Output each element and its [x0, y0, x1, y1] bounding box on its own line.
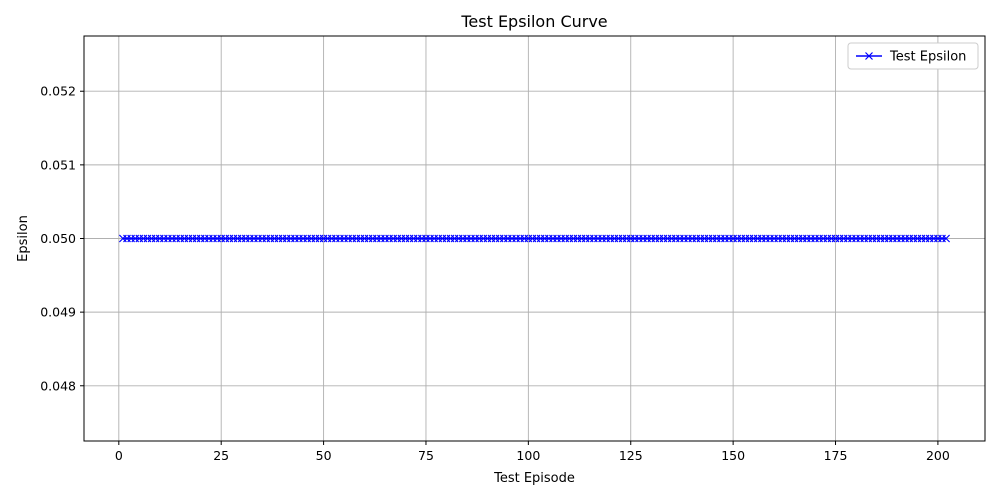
legend-label: Test Epsilon — [889, 50, 966, 65]
x-tick-label: 25 — [213, 448, 229, 463]
x-tick-label: 50 — [316, 448, 332, 463]
x-tick-label: 75 — [418, 448, 434, 463]
data-point-marker — [942, 234, 951, 243]
y-axis-label: Epsilon — [16, 215, 31, 262]
x-tick-label: 200 — [926, 448, 950, 463]
y-tick-label: 0.050 — [40, 231, 76, 246]
y-tick-label: 0.049 — [40, 305, 76, 320]
x-tick-label: 0 — [115, 448, 123, 463]
legend-marker-x — [865, 52, 873, 60]
x-tick-label: 150 — [721, 448, 745, 463]
legend: Test Epsilon — [847, 42, 979, 70]
y-tick-label: 0.048 — [40, 378, 76, 393]
y-tick-label: 0.052 — [40, 84, 76, 99]
x-tick-label: 125 — [619, 448, 643, 463]
series-layer — [118, 234, 951, 243]
x-axis-label: Test Episode — [493, 471, 575, 486]
legend-box — [847, 42, 979, 70]
y-tick-label: 0.051 — [40, 157, 76, 172]
chart-title: Test Epsilon Curve — [460, 12, 607, 31]
x-tick-label: 100 — [516, 448, 540, 463]
axis-ticks — [80, 90, 939, 445]
x-tick-label: 175 — [824, 448, 848, 463]
